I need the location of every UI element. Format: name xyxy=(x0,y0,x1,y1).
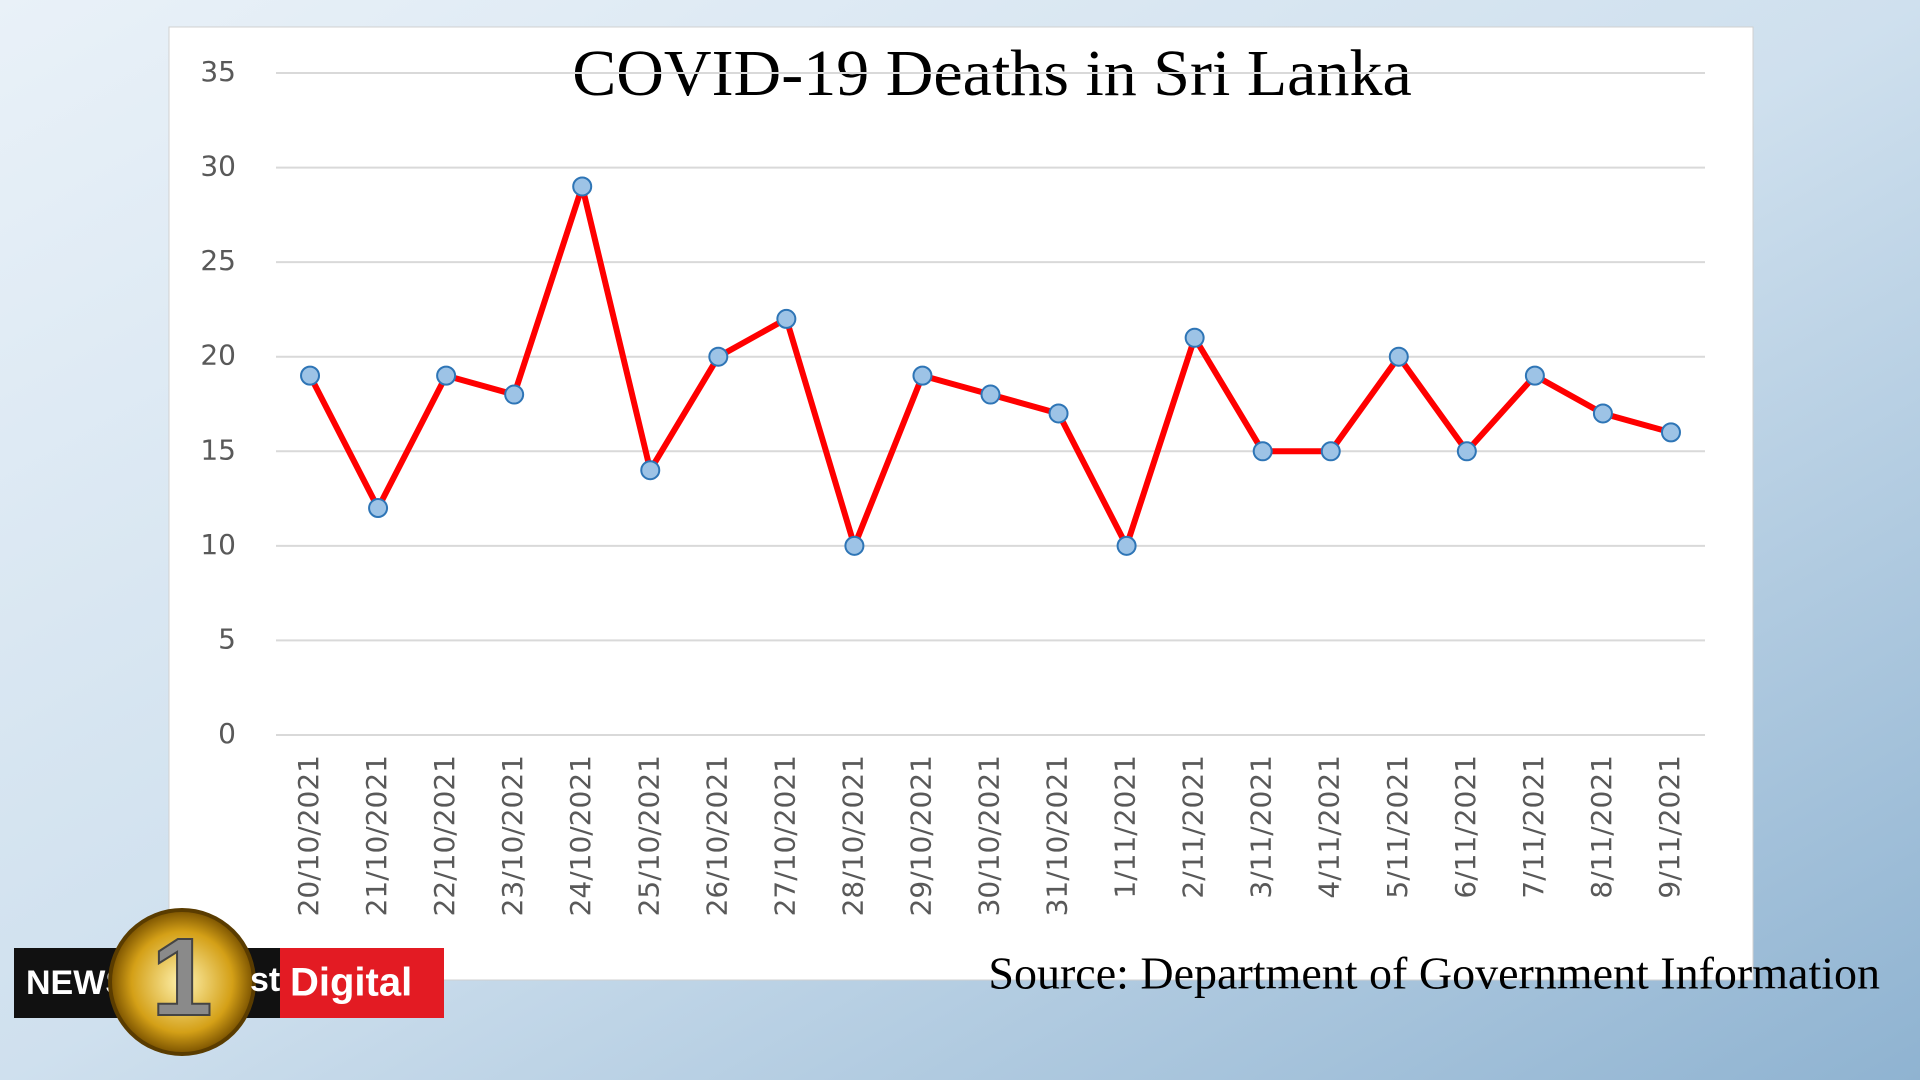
data-point xyxy=(1592,403,1613,424)
data-point xyxy=(1116,535,1137,556)
y-tick-label: 10 xyxy=(200,528,236,561)
data-point xyxy=(504,384,525,405)
data-point xyxy=(368,498,389,519)
x-tick-label: 29/10/2021 xyxy=(904,755,937,916)
logo-suffix: st xyxy=(250,961,280,999)
data-point xyxy=(300,365,321,386)
x-tick-label: 8/11/2021 xyxy=(1585,755,1618,899)
y-tick-label: 15 xyxy=(200,433,236,466)
y-tick-label: 35 xyxy=(200,55,236,88)
chart-panel xyxy=(168,26,1754,981)
x-tick-label: 28/10/2021 xyxy=(836,755,869,916)
y-tick-label: 30 xyxy=(200,150,236,183)
data-point xyxy=(776,308,797,329)
x-tick-label: 6/11/2021 xyxy=(1449,755,1482,899)
logo: NEWS 1 st Digital xyxy=(14,908,444,1056)
data-point xyxy=(980,384,1001,405)
x-tick-label: 22/10/2021 xyxy=(428,755,461,916)
logo-number: 1 xyxy=(151,916,212,1039)
x-tick-label: 20/10/2021 xyxy=(292,755,325,916)
data-point xyxy=(1184,327,1205,348)
data-point xyxy=(912,365,933,386)
x-tick-label: 7/11/2021 xyxy=(1517,755,1550,899)
data-point xyxy=(1320,441,1341,462)
x-tick-label: 1/11/2021 xyxy=(1109,755,1142,899)
x-tick-label: 21/10/2021 xyxy=(360,755,393,916)
logo-red xyxy=(280,948,444,1018)
logo-circle xyxy=(108,908,256,1056)
x-tick-label: 23/10/2021 xyxy=(496,755,529,916)
x-tick-label: 2/11/2021 xyxy=(1177,755,1210,899)
x-tick-label: 9/11/2021 xyxy=(1653,755,1686,899)
x-tick-label: 3/11/2021 xyxy=(1245,755,1278,899)
data-point xyxy=(640,460,661,481)
y-tick-label: 5 xyxy=(218,622,236,655)
data-point xyxy=(1660,422,1681,443)
data-point xyxy=(844,535,865,556)
source-note: Source: Department of Government Informa… xyxy=(988,948,1880,999)
data-point xyxy=(1388,346,1409,367)
x-tick-label: 31/10/2021 xyxy=(1041,755,1074,916)
y-tick-label: 20 xyxy=(200,339,236,372)
data-point xyxy=(436,365,457,386)
data-point xyxy=(1524,365,1545,386)
x-tick-label: 24/10/2021 xyxy=(564,755,597,916)
x-tick-label: 27/10/2021 xyxy=(768,755,801,916)
x-tick-label: 5/11/2021 xyxy=(1381,755,1414,899)
data-point xyxy=(1048,403,1069,424)
data-point xyxy=(572,176,593,197)
x-tick-label: 26/10/2021 xyxy=(700,755,733,916)
x-tick-label: 25/10/2021 xyxy=(632,755,665,916)
y-tick-label: 25 xyxy=(200,244,236,277)
x-tick-label: 30/10/2021 xyxy=(973,755,1006,916)
y-tick-label: 0 xyxy=(218,717,236,750)
data-point xyxy=(708,346,729,367)
logo-digital: Digital xyxy=(290,961,412,1005)
data-point xyxy=(1252,441,1273,462)
x-tick-label: 4/11/2021 xyxy=(1313,755,1346,899)
data-point xyxy=(1456,441,1477,462)
